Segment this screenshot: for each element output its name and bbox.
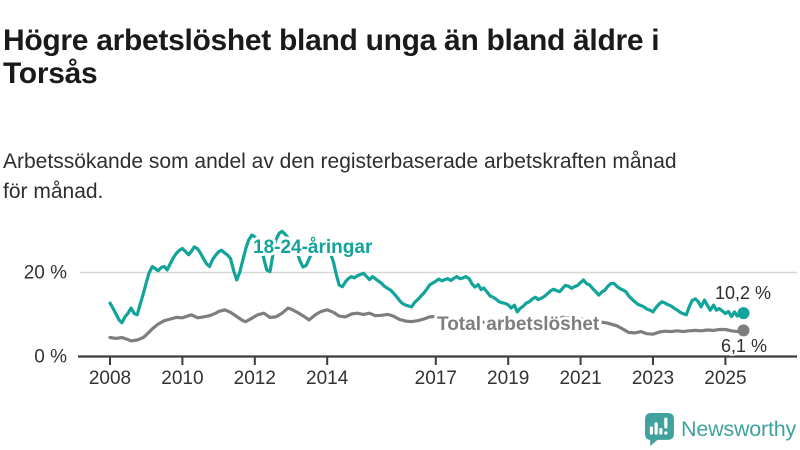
x-tick-label-2012: 2012 <box>234 368 276 389</box>
page-subtitle-line1: Arbetssökande som andel av den registerb… <box>3 150 677 173</box>
x-tick-label-2025: 2025 <box>704 368 746 389</box>
x-tick-label-2021: 2021 <box>559 368 601 389</box>
page-title-line2: Torsås <box>3 57 98 91</box>
x-tick-label-2014: 2014 <box>306 368 349 389</box>
newsworthy-wordmark: Newsworthy <box>681 417 797 441</box>
page-title-line1: Högre arbetslöshet bland unga än bland ä… <box>3 24 660 58</box>
x-tick-label-2017: 2017 <box>415 368 457 389</box>
newsworthy-logo[interactable]: Newsworthy <box>645 413 796 446</box>
page-title: Högre arbetslöshet bland unga än bland ä… <box>3 24 783 90</box>
page-subtitle: Arbetssökande som andel av den registerb… <box>3 147 783 207</box>
y-tick-label-20: 20 % <box>24 263 67 284</box>
series-end-value-1: 6,1 % <box>721 336 767 356</box>
series-label-0: 18-24-åringar <box>253 237 373 258</box>
newsworthy-logo-icon <box>645 413 674 446</box>
page-subtitle-line2: för månad. <box>3 180 104 203</box>
series-label-1: Total arbetslöshet <box>437 314 600 335</box>
series-end-value-0: 10,2 % <box>715 283 771 303</box>
x-tick-label-2019: 2019 <box>487 368 529 389</box>
y-tick-label-0: 0 % <box>34 347 67 368</box>
series-line-1 <box>108 306 746 343</box>
series-end-dot-1 <box>737 324 750 337</box>
x-tick-label-2023: 2023 <box>632 368 674 389</box>
x-tick-label-2008: 2008 <box>89 368 131 389</box>
series-end-dot-0 <box>737 307 750 320</box>
series-line-0 <box>108 229 746 325</box>
x-tick-label-2010: 2010 <box>161 368 203 389</box>
